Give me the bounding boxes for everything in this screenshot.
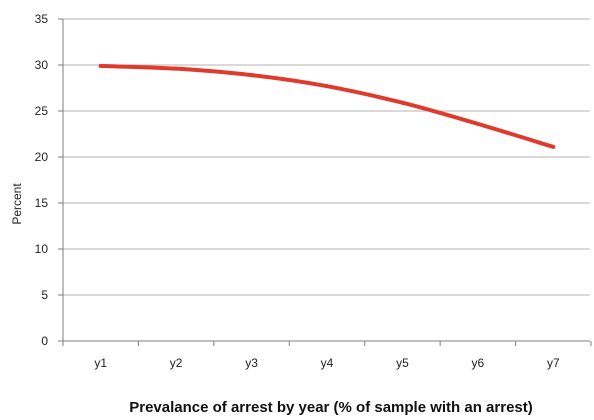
data-point-y6 xyxy=(475,121,480,126)
y-axis-title: Percent xyxy=(10,183,24,225)
x-tick-labels: y1 y2 y3 y4 y5 y6 y7 xyxy=(94,356,560,370)
x-tick-label-y3: y3 xyxy=(245,356,258,370)
y-tick-label: 25 xyxy=(35,104,49,118)
data-point-y5 xyxy=(400,100,405,105)
data-point-y7 xyxy=(551,144,556,149)
data-point-y3 xyxy=(249,73,254,78)
y-tick-label: 30 xyxy=(35,58,49,72)
x-tick-label-y5: y5 xyxy=(396,356,409,370)
y-tick-label: 0 xyxy=(41,334,48,348)
series-line-0 xyxy=(98,63,556,149)
x-tick-label-y6: y6 xyxy=(472,356,485,370)
data-point-y2 xyxy=(174,66,179,71)
x-tick-label-y2: y2 xyxy=(170,356,183,370)
y-tick-labels: 0 5 10 15 20 25 30 35 xyxy=(35,12,49,348)
x-tick-label-y4: y4 xyxy=(321,356,334,370)
axes xyxy=(58,18,592,346)
y-tick-label: 15 xyxy=(35,196,49,210)
chart-title: Prevalance of arrest by year (% of sampl… xyxy=(129,399,533,416)
x-tick-label-y1: y1 xyxy=(94,356,107,370)
y-tick-label: 5 xyxy=(41,288,48,302)
data-point-y4 xyxy=(325,84,329,89)
x-tick-label-y7: y7 xyxy=(547,356,560,370)
y-tick-label: 20 xyxy=(35,150,49,164)
y-tick-label: 35 xyxy=(35,12,49,26)
data-point-y1 xyxy=(98,63,103,68)
gridlines xyxy=(63,18,590,296)
y-tick-label: 10 xyxy=(35,242,49,256)
series-lines xyxy=(98,63,556,149)
